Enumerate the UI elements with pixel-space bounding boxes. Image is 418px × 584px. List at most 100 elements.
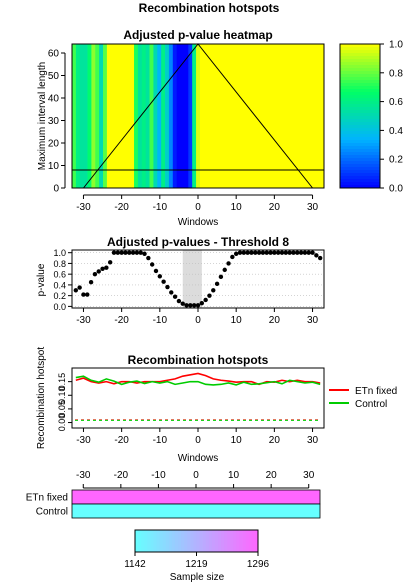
adjusted-p-values-panel: Adjusted p-values - Threshold 8 -30 -20 -1… [36, 235, 325, 326]
legend-tick-label: 1142 [124, 559, 146, 570]
legend-color-step [242, 530, 247, 552]
y-tick-label: 40 [48, 94, 60, 105]
p-value-point [115, 250, 121, 255]
legend-color-step [340, 77, 380, 81]
p-value-point [302, 250, 308, 255]
heatmap-cells [72, 44, 325, 188]
hotspots-legend: ETn fixed Control [329, 386, 397, 410]
sample-size-panel: -30 -20 -10 0 10 20 30 ETn fixed Control 1142 12… [26, 470, 321, 583]
legend-color-step [178, 530, 182, 552]
heatmap-cell [110, 44, 116, 188]
heatmap-cell [273, 44, 278, 188]
heatmap-x-axis: -30 -20 -10 0 10 20 30 [76, 194, 319, 213]
legend-color-step [340, 158, 380, 162]
legend-color-step [340, 176, 380, 180]
heatmap-cell [258, 44, 263, 188]
p-value-point [92, 271, 98, 277]
legend-color-step [340, 68, 380, 72]
heatmap-cell [215, 44, 220, 188]
legend-color-step [162, 530, 167, 552]
p-value-point [134, 250, 140, 255]
legend-color-step [340, 86, 380, 90]
x-tick-label: -20 [114, 315, 129, 326]
p-value-point [310, 250, 315, 255]
y-tick-label: 0.8 [53, 259, 66, 269]
legend-color-step [340, 62, 380, 66]
legend-color-step [340, 101, 380, 105]
p-value-point [218, 274, 224, 280]
y-tick-label: 0.05 [57, 400, 67, 418]
heatmap-cell [145, 44, 150, 188]
legend-tick-label: 0.0 [389, 184, 403, 195]
heatmap-cell [106, 44, 112, 188]
legend-color-step [340, 116, 380, 120]
heatmap-cell [141, 44, 147, 188]
legend-color-step [181, 530, 185, 552]
heatmap-cell [219, 44, 224, 188]
legend-color-step [340, 137, 380, 141]
p-value-point [298, 250, 304, 255]
legend-color-step [340, 104, 380, 108]
x-tick-label: 0 [195, 435, 201, 446]
legend-color-step [224, 530, 228, 552]
heatmap-cell [168, 44, 174, 188]
legend-color-step [340, 44, 380, 48]
heatmap-cell [223, 44, 228, 188]
hotspots-panel: Recombination hotspots -30 -20 -10 0 10 20 30 0… [36, 347, 397, 464]
y-tick-label: 0.15 [57, 373, 67, 391]
x-tick-label: -30 [76, 202, 91, 213]
p-value-point [203, 297, 208, 303]
legend-color-step [147, 530, 151, 552]
heatmap-cell [289, 44, 294, 188]
heatmap-cell [261, 44, 267, 188]
legend-color-step [340, 152, 380, 156]
legend-color-step [340, 161, 380, 165]
heatmap-cell [114, 44, 119, 188]
p-value-point [268, 250, 273, 255]
heatmap-cell [157, 44, 162, 188]
legend-color-step [156, 530, 161, 552]
p-value-point [279, 250, 285, 255]
legend-color-step [208, 530, 213, 552]
x-tick-label: -10 [153, 315, 168, 326]
heatmap-cell [242, 44, 247, 188]
p-value-point [88, 280, 94, 285]
p-value-point [237, 250, 243, 255]
legend-color-step [340, 47, 380, 51]
heatmap-cell [199, 44, 205, 188]
heatmap-cell [246, 44, 251, 188]
p-value-point [165, 284, 170, 290]
heatmap-cell [99, 44, 104, 188]
legend-color-step [144, 530, 148, 552]
p-value-point [195, 303, 201, 308]
y-tick-label: 0.10 [57, 387, 67, 405]
legend-tick-label: 0.2 [389, 155, 403, 166]
heatmap-cell [103, 44, 108, 188]
p-value-point [214, 281, 220, 287]
legend-tick-label: 1219 [185, 559, 208, 570]
sample-row-label: ETn fixed [26, 493, 68, 504]
p-value-point [275, 250, 281, 255]
heatmap-cell [277, 44, 282, 188]
legend-tick-label: 0.8 [389, 68, 403, 79]
p-value-point [172, 294, 178, 299]
p-value-point [188, 303, 193, 308]
p-value-point [146, 255, 151, 261]
heatmap-cell [254, 44, 259, 188]
p-value-point [230, 254, 235, 260]
legend-color-step [340, 65, 380, 69]
adjusted-y-label: p-value [36, 263, 47, 296]
p-value-point [119, 250, 124, 255]
legend-color-step [340, 113, 380, 117]
legend-color-step [340, 50, 380, 54]
legend-color-step [211, 530, 216, 552]
x-tick-label: -10 [151, 470, 166, 481]
heatmap-cell [176, 44, 181, 188]
sample-row-bar [71, 489, 321, 505]
p-value-point [104, 265, 109, 270]
heatmap-cell [250, 44, 255, 188]
p-value-point [199, 300, 205, 306]
y-tick-label: 1.0 [53, 248, 66, 258]
legend-color-step [159, 530, 164, 552]
